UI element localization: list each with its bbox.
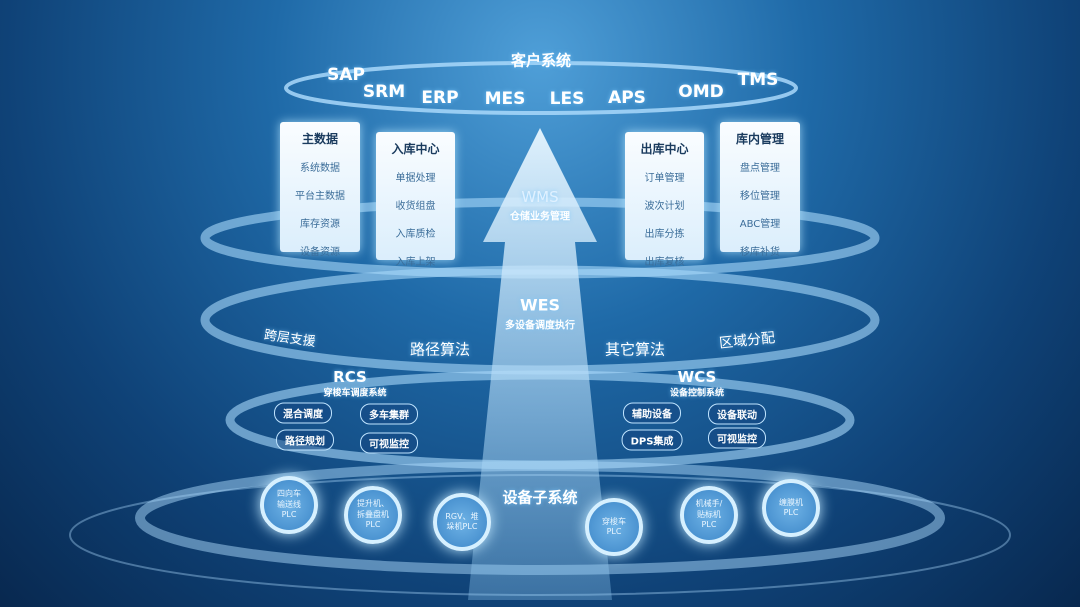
device-label-line: 缠膜机	[779, 497, 803, 507]
wcs-feature-pill: 可视监控	[708, 427, 766, 449]
rcs-feature-pill: 路径规划	[276, 429, 334, 451]
device-plc-node: 四向车 输送线 PLC	[260, 476, 318, 534]
rcs-feature-pill: 多车集群	[360, 403, 418, 425]
rcs-feature-pill: 可视监控	[360, 432, 418, 454]
arrow	[468, 128, 612, 600]
card-item: 收货组盘	[395, 201, 436, 212]
module-card: 库内管理盘点管理移位管理 ABC管理移库补货	[720, 122, 800, 258]
device-plc-node: 穿梭车 PLC	[585, 498, 643, 556]
device-label-line: 机械手/	[695, 499, 723, 509]
card-title: 出库中心	[640, 142, 689, 156]
device-label-line: PLC	[365, 520, 381, 530]
card-item: 订单管理	[644, 173, 685, 184]
card-item: 库存资源	[300, 219, 340, 230]
device-label-line: 输送线	[277, 499, 301, 509]
client-system: ERP	[421, 88, 459, 108]
device-label-line: 提升机、	[357, 499, 389, 509]
device-label-line: PLC	[281, 510, 297, 520]
client-system: TMS	[737, 70, 779, 90]
card-item: 系统数据	[300, 163, 340, 174]
wcs-feature-pill: 辅助设备	[623, 402, 681, 424]
card-item: 入库质检	[395, 229, 436, 240]
device-label-line: 四向车	[277, 489, 301, 499]
card-item: 移位管理	[740, 191, 780, 202]
card-item: 波次计划	[644, 201, 685, 212]
wms-title: WMS	[521, 188, 559, 206]
client-system: MES	[484, 89, 526, 109]
card-item: 入库上架	[395, 257, 436, 268]
card-item: 设备资源	[300, 247, 340, 258]
device-label-line: 贴标机	[696, 509, 721, 519]
rcs-title: RCS	[333, 368, 367, 386]
wcs-title: WCS	[677, 368, 717, 386]
wcs-feature-pill: 设备联动	[708, 403, 766, 425]
wcs-subtitle: 设备控制系统	[669, 388, 725, 399]
wes-title: WES	[519, 295, 561, 315]
device-label-line: PLC	[606, 527, 622, 536]
card-item: 单据处理	[395, 173, 436, 184]
client-system: OMD	[678, 82, 724, 102]
card-item: 平台主数据	[295, 191, 345, 202]
device-plc-node: RGV、堆 垛机PLC	[433, 493, 491, 551]
device-label-line: PLC	[701, 520, 717, 530]
device-plc-node: 机械手/贴标机 PLC	[680, 486, 738, 544]
wms-subtitle: 仓储业务管理	[510, 211, 570, 223]
device-plc-node: 缠膜机 PLC	[762, 479, 820, 537]
client-system: LES	[549, 89, 585, 109]
device-label-line: 穿梭车	[602, 516, 626, 526]
device-label-line: RGV、堆	[445, 511, 479, 521]
device-label-line: 拆叠盘机	[357, 509, 389, 519]
card-item: 盘点管理	[740, 163, 780, 174]
card-item: ABC管理	[739, 219, 781, 230]
device-label-line: 垛机PLC	[446, 522, 478, 531]
wes-subtitle: 多设备调度执行	[505, 320, 575, 332]
client-ring	[284, 61, 798, 115]
module-card: 主数据系统数据平台主数据库存资源设备资源	[280, 122, 360, 258]
module-card: 入库中心单据处理收货组盘入库质检入库上架	[376, 132, 455, 268]
client-system: SAP	[327, 65, 365, 85]
client-system: SRM	[362, 82, 406, 102]
card-title: 主数据	[301, 132, 338, 146]
card-item: 移库补货	[740, 247, 780, 258]
wes-ring-label: 路径算法	[409, 340, 471, 359]
wes-ring-label: 其它算法	[604, 340, 666, 359]
card-title: 库内管理	[735, 132, 784, 146]
rcs-feature-pill: 混合调度	[274, 402, 332, 424]
devices-title: 设备子系统	[502, 488, 578, 507]
device-label-line: PLC	[783, 508, 799, 517]
card-title: 入库中心	[391, 142, 440, 156]
card-item: 出库分拣	[644, 229, 685, 240]
device-plc-node: 提升机、 拆叠盘机 PLC	[344, 486, 402, 544]
module-card: 出库中心订单管理波次计划出库分拣出库复核	[625, 132, 704, 268]
wcs-feature-pill: DPS集成	[621, 429, 683, 451]
client-system: APS	[608, 88, 646, 108]
client-title: 客户系统	[510, 51, 572, 70]
rcs-subtitle: 穿梭车调度系统	[323, 388, 387, 399]
card-item: 出库复核	[644, 257, 685, 268]
